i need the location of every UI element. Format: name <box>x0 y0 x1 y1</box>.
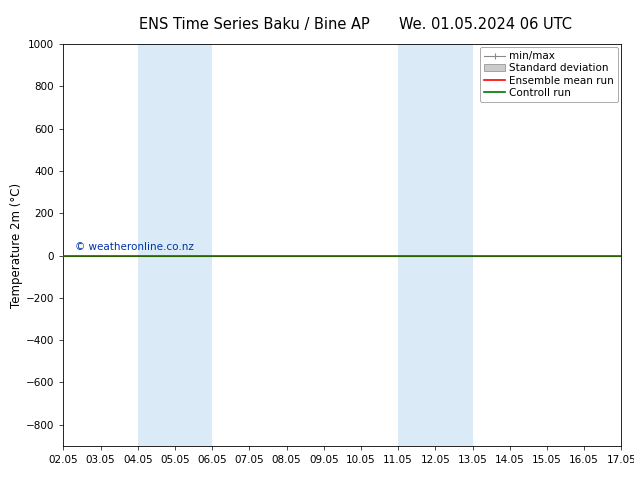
Bar <box>398 44 472 446</box>
Text: © weatheronline.co.nz: © weatheronline.co.nz <box>75 242 193 251</box>
Text: We. 01.05.2024 06 UTC: We. 01.05.2024 06 UTC <box>399 17 573 32</box>
Text: ENS Time Series Baku / Bine AP: ENS Time Series Baku / Bine AP <box>139 17 370 32</box>
Legend: min/max, Standard deviation, Ensemble mean run, Controll run: min/max, Standard deviation, Ensemble me… <box>480 47 618 102</box>
Y-axis label: Temperature 2m (°C): Temperature 2m (°C) <box>10 182 23 308</box>
Bar <box>138 44 212 446</box>
